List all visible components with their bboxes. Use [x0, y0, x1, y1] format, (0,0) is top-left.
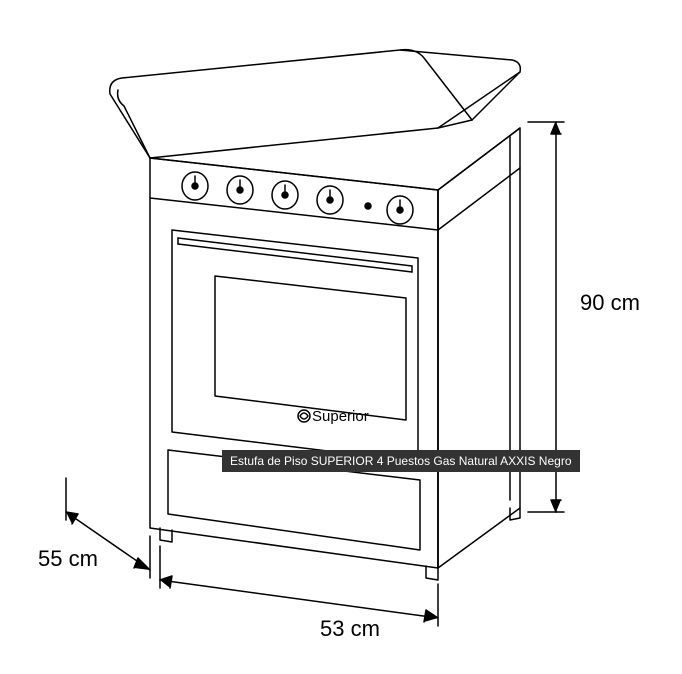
height-label: 90 cm	[580, 290, 640, 316]
stove-diagram	[0, 0, 682, 674]
brand-text: Superior	[312, 408, 369, 425]
product-tooltip: Estufa de Piso SUPERIOR 4 Puestos Gas Na…	[222, 450, 580, 472]
width-label: 53 cm	[320, 616, 380, 642]
depth-label: 55 cm	[38, 546, 98, 572]
